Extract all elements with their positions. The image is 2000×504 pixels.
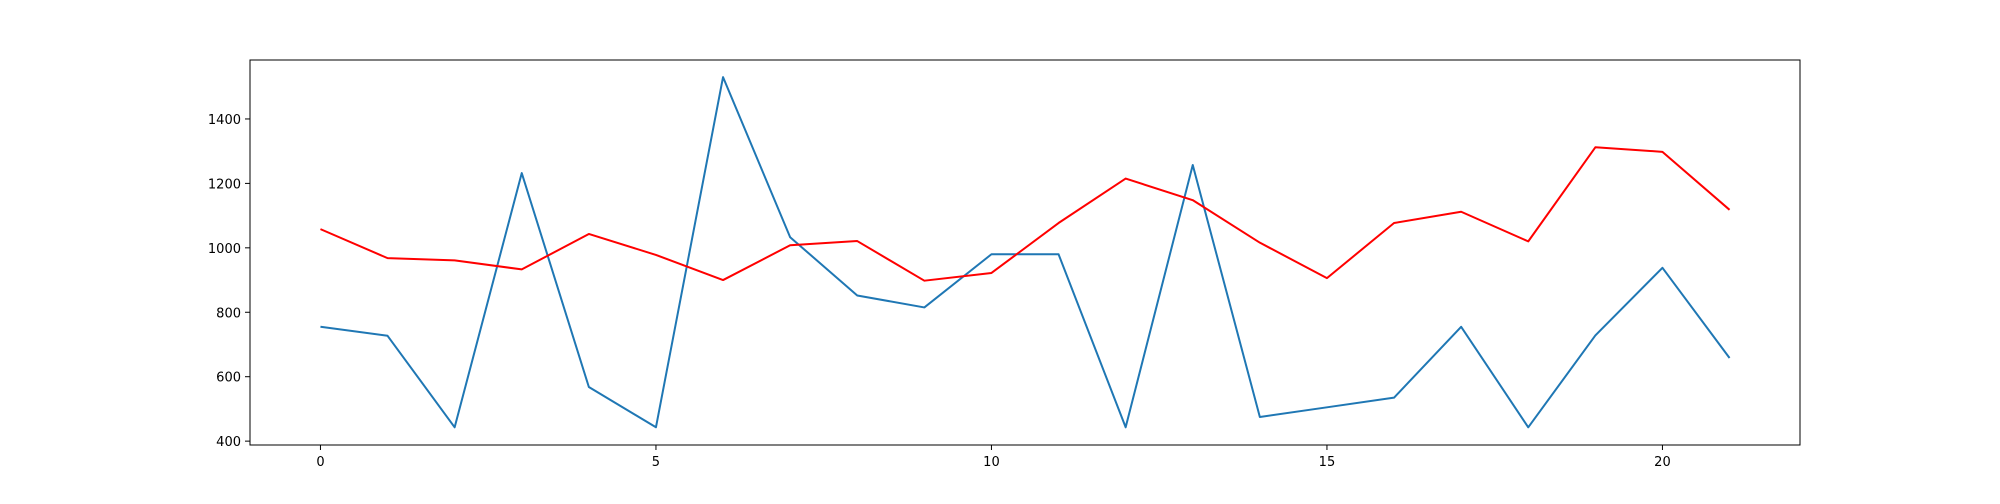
x-tick-label: 0 bbox=[316, 455, 324, 470]
y-tick-label: 600 bbox=[216, 371, 241, 386]
series-line-1 bbox=[320, 76, 1731, 429]
x-tick-label: 15 bbox=[1319, 455, 1336, 470]
y-axis: 400 600 800 1000 1200 1400 bbox=[208, 113, 250, 450]
y-tick-label: 800 bbox=[216, 306, 241, 321]
series-layer bbox=[320, 76, 1731, 429]
x-tick-label: 10 bbox=[983, 455, 1000, 470]
y-tick-label: 1000 bbox=[208, 242, 241, 257]
x-tick-label: 5 bbox=[652, 455, 660, 470]
x-axis: 0 5 10 15 20 bbox=[316, 445, 1671, 470]
series-line-2 bbox=[320, 146, 1731, 282]
plot-frame bbox=[249, 59, 1801, 446]
y-tick-label: 400 bbox=[216, 435, 241, 450]
x-tick-label: 20 bbox=[1654, 455, 1671, 470]
y-tick-label: 1400 bbox=[208, 113, 241, 128]
y-tick-label: 1200 bbox=[208, 177, 241, 192]
